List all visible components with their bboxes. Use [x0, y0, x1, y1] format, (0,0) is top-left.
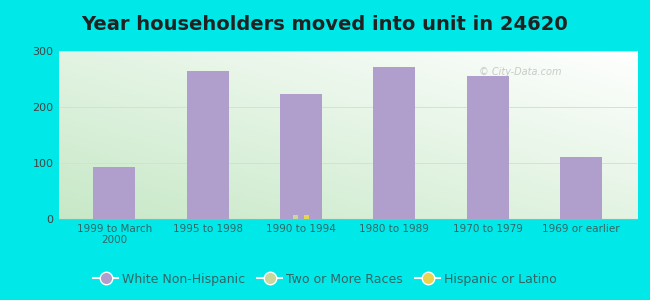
- Text: © City-Data.com: © City-Data.com: [479, 67, 561, 77]
- Bar: [467, 76, 509, 219]
- Bar: [292, 214, 298, 219]
- Bar: [94, 167, 135, 219]
- Bar: [304, 215, 309, 219]
- Bar: [187, 70, 229, 219]
- Text: Year householders moved into unit in 24620: Year householders moved into unit in 246…: [82, 15, 568, 34]
- Bar: [373, 67, 415, 219]
- Bar: [280, 94, 322, 219]
- Legend: White Non-Hispanic, Two or More Races, Hispanic or Latino: White Non-Hispanic, Two or More Races, H…: [88, 268, 562, 291]
- Bar: [560, 158, 602, 219]
